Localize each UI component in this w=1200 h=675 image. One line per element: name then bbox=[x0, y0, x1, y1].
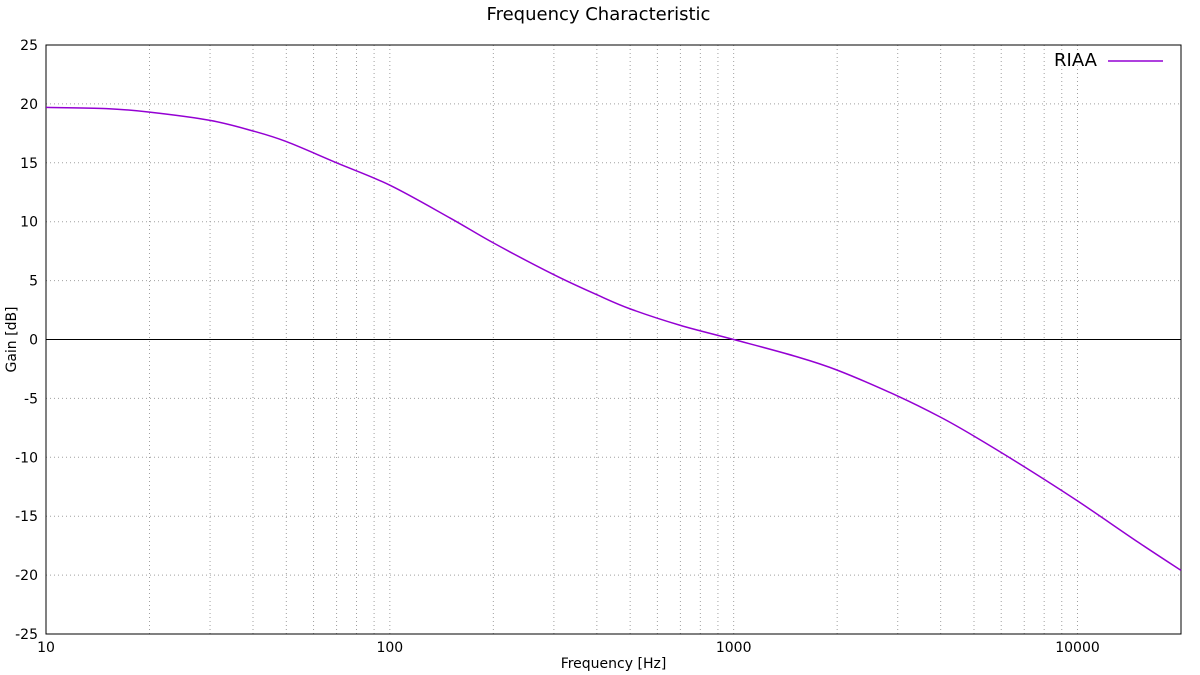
y-tick-label: 0 bbox=[29, 333, 38, 349]
y-tick-label: -25 bbox=[15, 627, 38, 643]
x-axis-label: Frequency [Hz] bbox=[561, 656, 667, 672]
x-tick-label: 100 bbox=[376, 640, 403, 656]
y-axis-label: Gain [dB] bbox=[4, 306, 20, 372]
y-tick-label: 20 bbox=[20, 97, 38, 113]
x-tick-label: 10 bbox=[37, 640, 55, 656]
y-tick-label: 5 bbox=[29, 274, 38, 290]
chart-title: Frequency Characteristic bbox=[487, 4, 711, 25]
series-layer bbox=[45, 106, 1182, 572]
y-tick-label: 10 bbox=[20, 215, 38, 231]
y-tick-label: -20 bbox=[15, 568, 38, 584]
y-tick-labels: -25 -20 -15 -10 -5 0 5 10 15 20 25 bbox=[15, 38, 38, 643]
y-tick-label: -5 bbox=[24, 391, 38, 407]
x-tick-labels: 10 100 1000 10000 bbox=[37, 640, 1100, 656]
y-tick-label: -15 bbox=[15, 509, 38, 525]
series-line-riaa bbox=[45, 106, 1182, 572]
legend-label-riaa: RIAA bbox=[1054, 50, 1098, 71]
x-tick-label: 1000 bbox=[716, 640, 752, 656]
x-tick-label: 10000 bbox=[1055, 640, 1100, 656]
y-tick-label: -10 bbox=[15, 450, 38, 466]
y-tick-label: 25 bbox=[20, 38, 38, 54]
plot-frame bbox=[45, 44, 1182, 635]
y-tick-label: 15 bbox=[20, 156, 38, 172]
legend: RIAA bbox=[1054, 50, 1163, 71]
